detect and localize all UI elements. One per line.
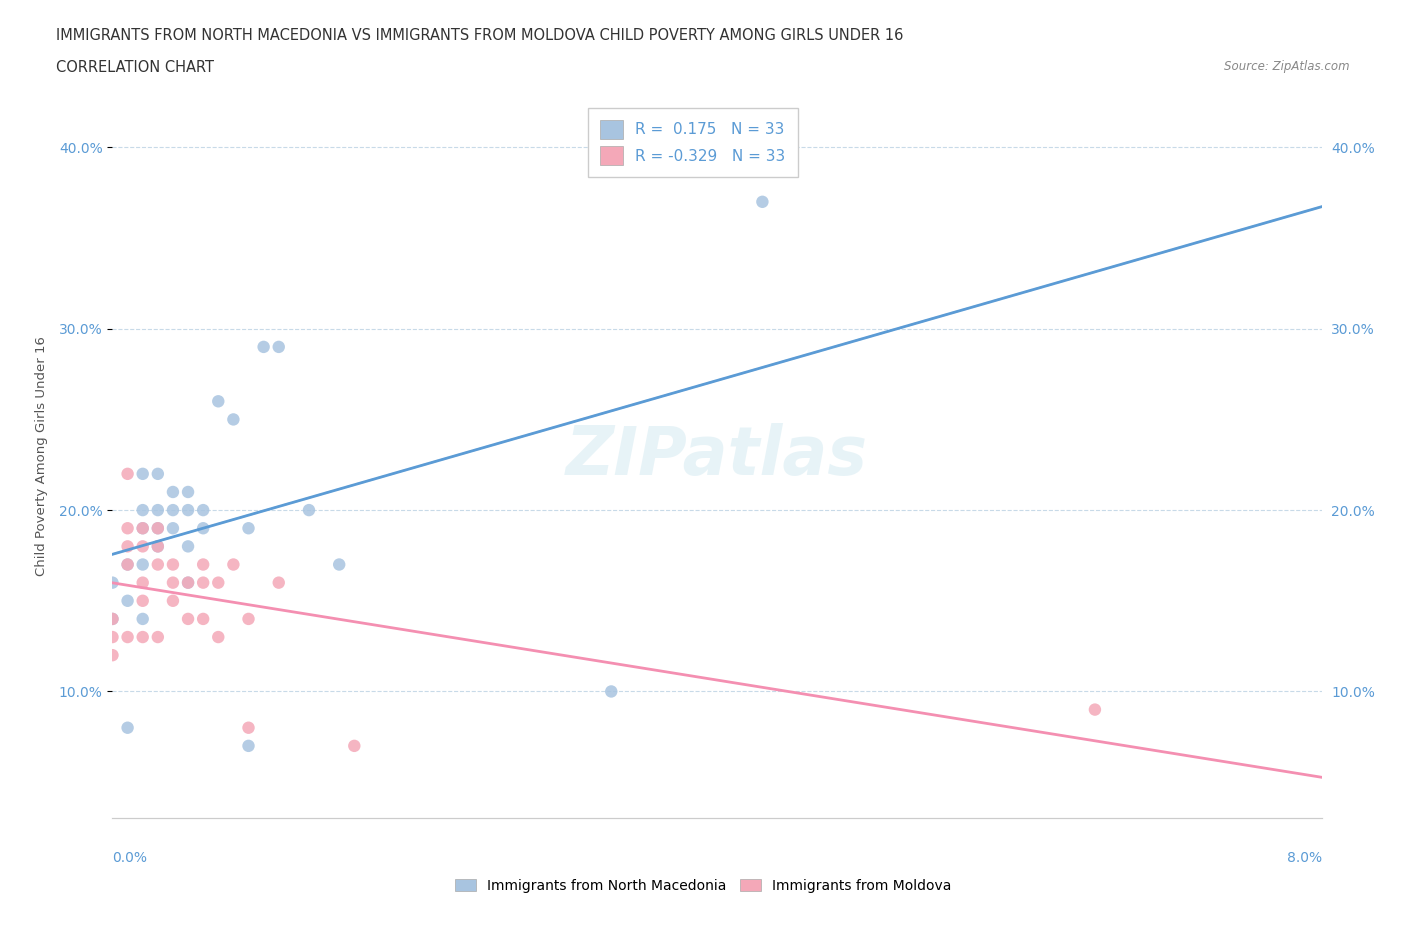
Point <box>132 575 155 591</box>
Point <box>132 630 155 644</box>
Point <box>298 502 321 517</box>
Point <box>177 485 200 499</box>
Legend: Immigrants from North Macedonia, Immigrants from Moldova: Immigrants from North Macedonia, Immigra… <box>447 872 959 900</box>
Point <box>132 521 155 536</box>
Point <box>177 575 200 591</box>
Point <box>328 557 350 572</box>
Point <box>191 612 215 627</box>
Text: 0.0%: 0.0% <box>112 851 148 865</box>
Point <box>146 521 169 536</box>
Point <box>117 557 139 572</box>
Point <box>222 412 245 427</box>
Point <box>238 521 260 536</box>
Text: Source: ZipAtlas.com: Source: ZipAtlas.com <box>1225 60 1350 73</box>
Point <box>162 521 184 536</box>
Point <box>146 630 169 644</box>
Point <box>343 738 366 753</box>
Point <box>162 593 184 608</box>
Point <box>132 612 155 627</box>
Point <box>177 575 200 591</box>
Point <box>132 557 155 572</box>
Text: CORRELATION CHART: CORRELATION CHART <box>56 60 214 75</box>
Point <box>267 339 290 354</box>
Point <box>267 575 290 591</box>
Point <box>162 575 184 591</box>
Point <box>117 720 139 735</box>
Point <box>117 521 139 536</box>
Point <box>146 502 169 517</box>
Point <box>191 557 215 572</box>
Point <box>132 539 155 554</box>
Point <box>101 575 124 591</box>
Point <box>162 557 184 572</box>
Point <box>117 593 139 608</box>
Point <box>162 485 184 499</box>
Point <box>207 575 229 591</box>
Text: ZIPatlas: ZIPatlas <box>567 423 868 488</box>
Text: IMMIGRANTS FROM NORTH MACEDONIA VS IMMIGRANTS FROM MOLDOVA CHILD POVERTY AMONG G: IMMIGRANTS FROM NORTH MACEDONIA VS IMMIG… <box>56 28 904 43</box>
Point <box>238 720 260 735</box>
Point <box>117 467 139 482</box>
Point <box>253 339 276 354</box>
Point <box>238 612 260 627</box>
Point <box>117 557 139 572</box>
Point <box>207 630 229 644</box>
Point <box>132 521 155 536</box>
Point <box>600 684 623 699</box>
Y-axis label: Child Poverty Among Girls Under 16: Child Poverty Among Girls Under 16 <box>35 336 48 576</box>
Point <box>132 593 155 608</box>
Point <box>132 467 155 482</box>
Point <box>1084 702 1107 717</box>
Point <box>146 521 169 536</box>
Point <box>146 467 169 482</box>
Point <box>191 502 215 517</box>
Point <box>177 502 200 517</box>
Point <box>132 502 155 517</box>
Point <box>222 557 245 572</box>
Point <box>177 612 200 627</box>
Point <box>191 575 215 591</box>
Point <box>117 630 139 644</box>
Legend: R =  0.175   N = 33, R = -0.329   N = 33: R = 0.175 N = 33, R = -0.329 N = 33 <box>588 108 797 178</box>
Point <box>117 539 139 554</box>
Point <box>146 539 169 554</box>
Point <box>146 539 169 554</box>
Text: 8.0%: 8.0% <box>1286 851 1322 865</box>
Point <box>751 194 773 209</box>
Point <box>191 521 215 536</box>
Point <box>162 502 184 517</box>
Point <box>101 612 124 627</box>
Point <box>146 557 169 572</box>
Point <box>101 630 124 644</box>
Point <box>207 394 229 409</box>
Point <box>101 648 124 663</box>
Point <box>177 539 200 554</box>
Point <box>101 612 124 627</box>
Point <box>238 738 260 753</box>
